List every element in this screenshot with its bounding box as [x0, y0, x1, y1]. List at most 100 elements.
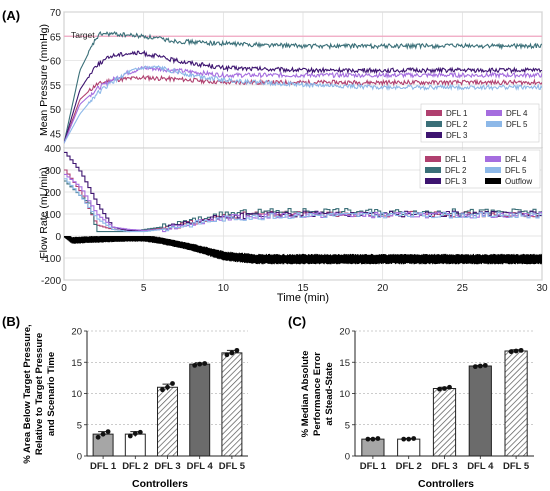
legend-label: DFL 4 [506, 109, 528, 118]
area-below-target-chart: 0 5 10 15 20 DFL 1 DFL 2 DFL 3 DFL 4 DFL 5 % Area… [22, 324, 248, 490]
data-point [508, 349, 514, 355]
pressure-y-tick: 65 [50, 32, 62, 43]
bar-x-tick: DFL 2 [396, 461, 422, 472]
data-point [406, 436, 412, 442]
time-x-tick: 20 [377, 283, 389, 294]
legend-swatch [485, 167, 501, 173]
data-point [513, 348, 519, 354]
flow-y-tick: 400 [44, 144, 61, 155]
data-point [95, 434, 101, 440]
b-x-axis-label: Controllers [132, 478, 188, 490]
pressure-series-dfl-2 [64, 31, 542, 144]
bar-x-tick: DFL 1 [360, 461, 387, 472]
legend-label: Outflow [505, 177, 532, 186]
bar-y-tick: 10 [71, 389, 82, 400]
legend-swatch [426, 132, 442, 138]
legend-label: DFL 3 [446, 131, 468, 140]
c-x-axis-label: Controllers [418, 478, 474, 490]
c-y-axis-label-line1: % Median Absolute [300, 351, 311, 438]
bar-x-tick: DFL 2 [122, 461, 148, 472]
bar-x-tick: DFL 3 [154, 461, 180, 472]
data-point [224, 352, 230, 358]
flow-y-tick: 300 [44, 166, 61, 177]
legend-swatch [425, 178, 441, 184]
bar-dfl-3 [432, 388, 457, 457]
panel-label-c: (C) [288, 314, 306, 329]
data-point [202, 361, 208, 366]
data-point [105, 429, 111, 435]
bar-y-tick: 10 [339, 389, 350, 400]
time-x-tick: 10 [218, 283, 230, 294]
flow-y-tick: -200 [41, 276, 61, 287]
data-point [447, 384, 452, 390]
flow-y-tick: 0 [55, 232, 61, 243]
data-point [482, 362, 488, 368]
data-point [442, 386, 447, 391]
legend-swatch [425, 167, 441, 173]
data-point [192, 362, 198, 368]
flow-y-tick: 100 [44, 210, 61, 221]
legend-swatch [426, 110, 442, 116]
data-point [170, 381, 175, 386]
bar-dfl-5 [504, 350, 528, 457]
flow-chart: -200 -100 0 100 200 300 400 0 5 10 15 20 25 30 Flow R… [38, 144, 548, 304]
time-x-tick: 15 [297, 283, 309, 294]
legend-label: DFL 3 [445, 177, 467, 186]
flow-series-dfl-5 [64, 178, 542, 233]
bar-dfl-2 [124, 433, 146, 457]
flow-series-outflow [64, 236, 542, 265]
time-x-tick: 0 [61, 283, 67, 294]
legend-label: DFL 2 [446, 120, 468, 129]
pressure-y-tick: 60 [50, 57, 62, 68]
data-point [197, 361, 203, 367]
pressure-series-dfl-3 [64, 49, 542, 144]
flow-legend: DFL 1 DFL 4 DFL 2 DFL 5 DFL 3 Outflow [419, 149, 541, 189]
data-point [132, 431, 138, 436]
panel-label-a: (A) [2, 8, 20, 23]
panel-label-b: (B) [2, 314, 20, 329]
legend-label: DFL 1 [445, 155, 467, 164]
time-x-tick: 5 [141, 283, 147, 294]
bar-dfl-5 [221, 352, 243, 457]
pressure-chart: 45 50 55 60 65 70 Target Mean Pressure (mmHg)… [38, 8, 543, 149]
bar-y-tick: 0 [77, 452, 82, 463]
data-point [100, 431, 106, 437]
data-point [160, 387, 165, 393]
legend-label: DFL 5 [505, 166, 527, 175]
flow-y-axis-label: Flow Rate (mL/min) [38, 167, 50, 259]
flow-y-tick: 200 [44, 188, 61, 199]
mdape-chart: 0 5 10 15 20 DFL 1 DFL 2 DFL 3 DFL 4 DFL 5 % Medi… [300, 327, 534, 490]
bar-dfl-4 [468, 365, 492, 457]
pressure-legend: DFL 1 DFL 4 DFL 2 DFL 5 DFL 3 [420, 103, 540, 143]
bar-y-tick: 20 [71, 327, 82, 338]
pressure-y-tick: 70 [50, 8, 62, 19]
legend-swatch [486, 110, 502, 116]
data-point [411, 436, 417, 441]
bar-x-tick: DFL 1 [90, 461, 117, 472]
legend-swatch [485, 178, 501, 184]
pressure-y-tick: 55 [50, 81, 62, 92]
bar-x-tick: DFL 4 [187, 461, 214, 472]
b-y-axis-label-line2: Relative to Target Pressure [34, 333, 45, 455]
legend-swatch [426, 121, 442, 127]
legend-label: DFL 4 [505, 155, 527, 164]
bar-y-tick: 15 [339, 358, 350, 369]
time-x-tick: 25 [457, 283, 469, 294]
pressure-series-dfl-5 [64, 65, 542, 144]
data-point [234, 347, 240, 353]
data-point [370, 436, 376, 442]
legend-label: DFL 5 [506, 120, 528, 129]
c-y-axis-label-line3: at Stead-State [324, 362, 335, 425]
pressure-y-tick: 45 [50, 129, 62, 140]
flow-y-tick: -100 [41, 254, 61, 265]
target-label: Target [71, 30, 95, 40]
data-point [137, 429, 143, 435]
data-point [472, 364, 478, 370]
legend-swatch [425, 156, 441, 162]
bar-y-tick: 0 [345, 452, 350, 463]
legend-swatch [486, 121, 502, 127]
bar-dfl-4 [189, 363, 211, 457]
bar-dfl-2 [397, 438, 421, 457]
bar-x-tick: DFL 5 [503, 461, 530, 472]
